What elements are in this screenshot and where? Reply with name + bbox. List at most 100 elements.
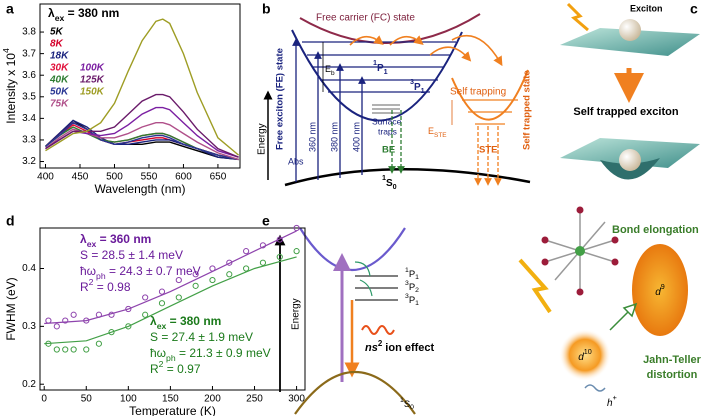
legend-label: 125K bbox=[80, 75, 105, 86]
light-bolt bbox=[566, 2, 589, 32]
data-point bbox=[70, 311, 77, 318]
eb-label: Eb bbox=[325, 64, 335, 77]
text-part: ħω bbox=[150, 346, 166, 360]
fit-annotation: ħωph = 24.3 ± 0.7 meV bbox=[80, 264, 201, 281]
text-part: 1 bbox=[415, 300, 419, 307]
y-tick-label: 3.4 bbox=[22, 113, 36, 124]
traps-label: traps bbox=[378, 126, 397, 136]
text-part: 1 bbox=[421, 86, 425, 95]
data-point bbox=[83, 346, 90, 353]
legend-label: 40K bbox=[49, 75, 69, 86]
text-part: 2 bbox=[378, 339, 383, 348]
traps-label: Surface bbox=[372, 116, 402, 126]
data-point bbox=[293, 248, 300, 255]
plot-frame bbox=[39, 227, 306, 391]
level-label: 3P2 bbox=[405, 280, 419, 294]
ground-curve bbox=[294, 370, 416, 415]
text-part: 2 bbox=[415, 287, 419, 294]
ste-title: Self trapped exciton bbox=[573, 106, 678, 118]
text-part: P bbox=[409, 295, 415, 306]
text-part: STE bbox=[434, 132, 447, 139]
panel-label: a bbox=[6, 1, 14, 17]
light-bolt bbox=[518, 258, 552, 314]
data-point bbox=[158, 300, 166, 307]
text-part: 0 bbox=[393, 182, 397, 191]
text-part: ion effect bbox=[382, 342, 434, 354]
text-part: = 0.98 bbox=[93, 280, 130, 294]
series-line bbox=[45, 106, 239, 158]
panel-label: b bbox=[262, 1, 271, 17]
be-label: BE bbox=[382, 145, 395, 156]
exciton-label: Exciton bbox=[630, 3, 663, 13]
panel-label: c bbox=[690, 1, 698, 17]
diagram-c: Exciton Self trapped exciton bbox=[560, 2, 700, 180]
data-point bbox=[192, 271, 199, 278]
x-axis-title: Temperature (K) bbox=[129, 404, 216, 416]
d9-label: d9 bbox=[655, 282, 665, 297]
y-tick-label: 3.8 bbox=[22, 27, 36, 38]
series-line bbox=[45, 18, 240, 156]
text-part: 2 bbox=[89, 277, 94, 287]
text-part: 10 bbox=[584, 347, 592, 356]
diagram-b: Energy Free carrier (FC) state Free exci… bbox=[257, 13, 533, 192]
y-axis-title: Intensity x 104 bbox=[1, 48, 18, 124]
series-line bbox=[45, 126, 239, 161]
legend-label: 8K bbox=[50, 39, 64, 50]
text-part: = 380 nm bbox=[64, 6, 119, 20]
fit-annotation: λex = 360 nm bbox=[80, 232, 151, 249]
legend-label: 50K bbox=[50, 87, 69, 98]
data-point bbox=[293, 224, 300, 232]
d10-label: d10 bbox=[578, 347, 592, 362]
text-part: 3 bbox=[405, 293, 409, 300]
legend-label: 5K bbox=[50, 27, 64, 38]
text-part: 1 bbox=[400, 397, 404, 404]
bond-label: Bond elongation bbox=[612, 224, 699, 236]
data-point bbox=[209, 276, 216, 284]
energy-label: Energy bbox=[291, 298, 302, 330]
text-part: = 0.97 bbox=[163, 362, 200, 376]
data-point bbox=[142, 294, 149, 301]
slab bbox=[560, 28, 700, 56]
hole-label: h+ bbox=[607, 393, 617, 408]
level-label: 1P1 bbox=[373, 58, 388, 76]
text-part: Intensity x 10 bbox=[4, 53, 18, 124]
y-tick-label: 3.5 bbox=[22, 91, 36, 102]
data-point bbox=[53, 346, 60, 353]
level-label: 1S0 bbox=[400, 397, 414, 411]
fe-label: Free exciton (FE) state bbox=[275, 48, 286, 150]
text-part: = 21.3 ± 0.9 meV bbox=[176, 346, 271, 360]
y-axis-title: FWHM (eV) bbox=[4, 277, 18, 340]
text-part: b bbox=[331, 70, 335, 77]
text-part: S bbox=[386, 178, 393, 189]
data-point bbox=[125, 323, 132, 330]
fit-annotation: λex = 380 nm bbox=[150, 314, 221, 331]
y-tick-label: 3.6 bbox=[22, 70, 36, 81]
text-part: P bbox=[409, 269, 415, 280]
data-point bbox=[45, 317, 52, 324]
x-tick-label: 300 bbox=[288, 394, 305, 405]
y-tick-label: 3.3 bbox=[22, 135, 36, 146]
data-point bbox=[175, 276, 182, 284]
ste-curve bbox=[451, 69, 529, 121]
legend-label: 150K bbox=[80, 87, 105, 98]
sphere bbox=[619, 149, 641, 171]
text-part: ex bbox=[87, 239, 97, 249]
text-part: λ bbox=[150, 314, 157, 328]
data-point bbox=[108, 329, 115, 336]
fit-annotation: ħωph = 21.3 ± 0.9 meV bbox=[150, 346, 271, 363]
legend-label: 30K bbox=[50, 63, 69, 74]
data-point bbox=[243, 248, 250, 255]
self-trapped-state-label: Self trapped state bbox=[522, 70, 533, 150]
abs-label: Abs bbox=[288, 156, 304, 166]
wavelength-label: 360 nm bbox=[307, 122, 317, 152]
fc-curve bbox=[299, 13, 481, 45]
level-label: 3P1 bbox=[410, 77, 425, 95]
data-point bbox=[125, 305, 132, 313]
y-tick-label: 0.4 bbox=[22, 263, 36, 274]
data-point bbox=[62, 317, 69, 324]
data-point bbox=[70, 346, 77, 353]
s0-label: 1S0 bbox=[382, 173, 397, 191]
data-point bbox=[53, 323, 60, 330]
level-label: 1P1 bbox=[405, 267, 419, 281]
